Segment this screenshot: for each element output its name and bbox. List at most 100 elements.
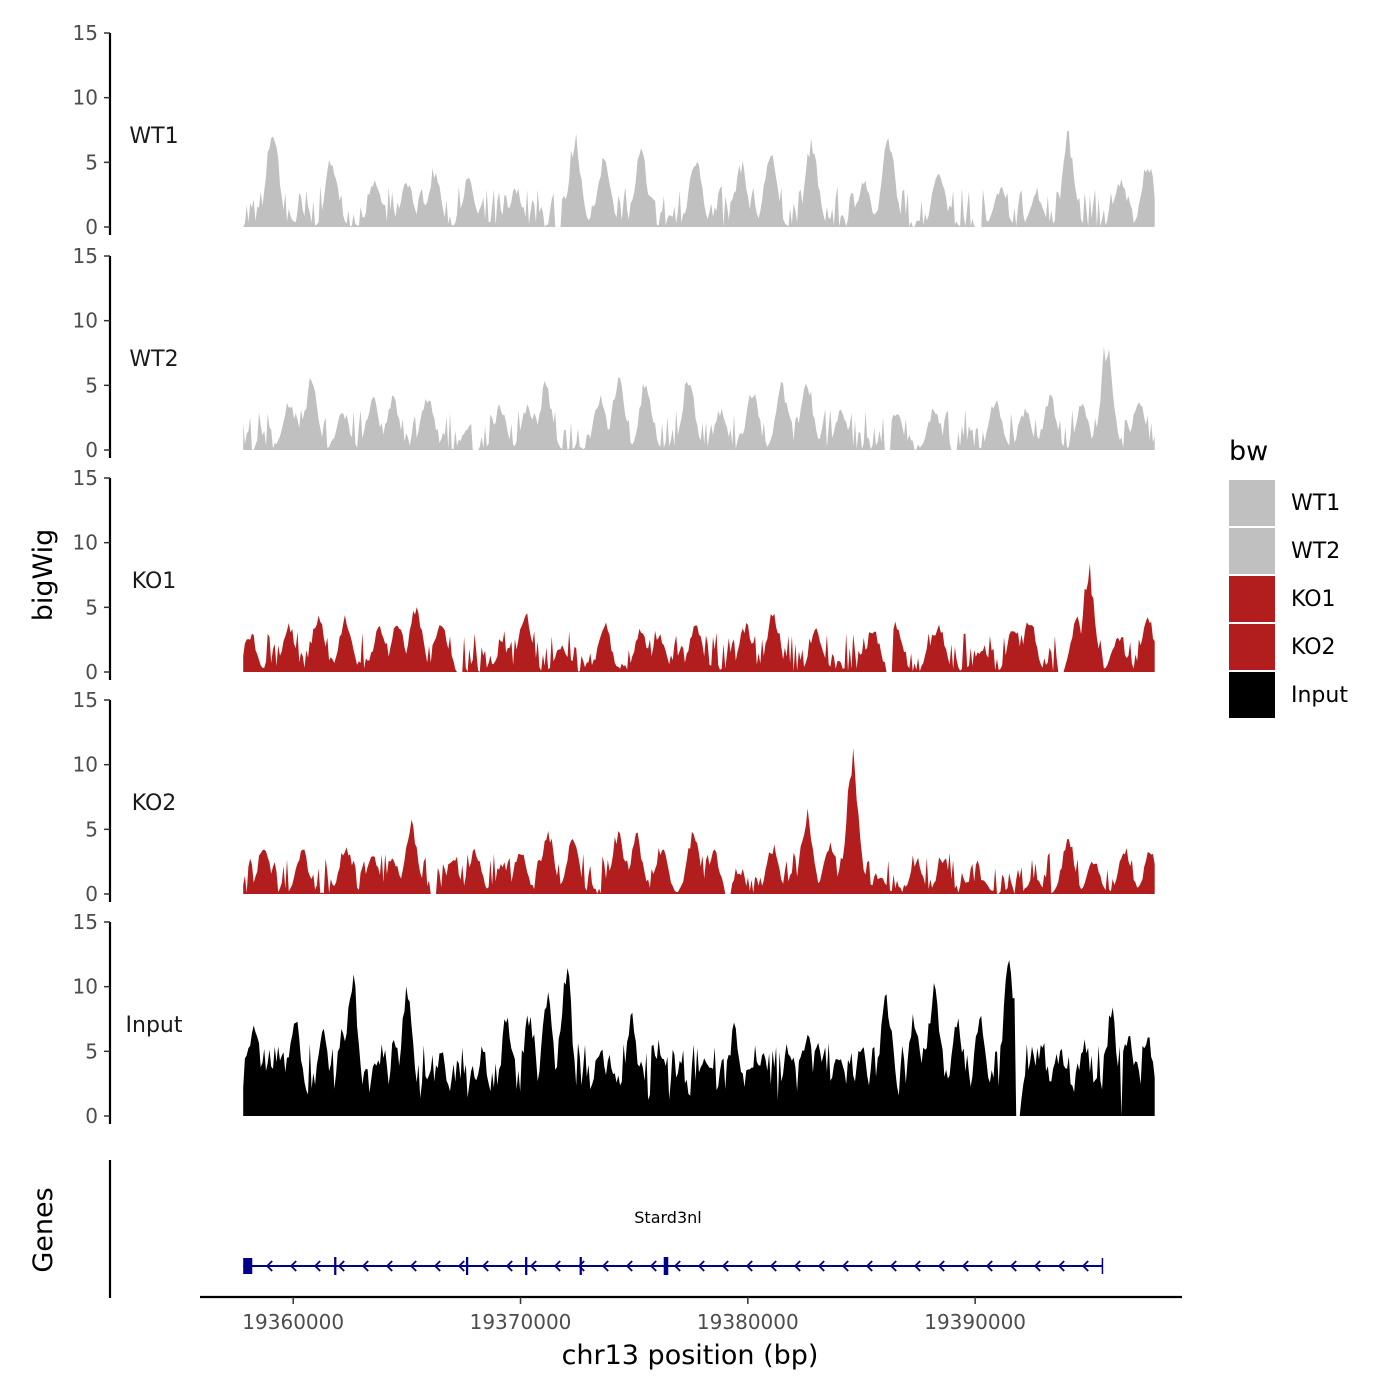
strand-arrow xyxy=(649,1260,657,1272)
area-ko2 xyxy=(243,748,1155,894)
gene-panel: Stard3nl xyxy=(108,1160,1104,1298)
y-tick-label: 5 xyxy=(85,373,98,397)
x-axis: 19360000 19370000 19380000 19390000 xyxy=(200,1295,1182,1334)
y-tick-label: 5 xyxy=(85,150,98,174)
track-input: 0 5 10 15 Input xyxy=(73,910,1155,1128)
area-ko1 xyxy=(243,563,1155,672)
area-wt1 xyxy=(243,130,1155,227)
legend-key-input xyxy=(1229,672,1275,718)
strand-arrow xyxy=(673,1260,681,1272)
strand-arrow xyxy=(697,1260,705,1272)
x-tick-label: 19380000 xyxy=(697,1310,799,1334)
track-ko2: 0 5 10 15 KO2 xyxy=(73,688,1155,906)
strand-arrow xyxy=(1081,1260,1089,1272)
strand-arrow xyxy=(625,1260,633,1272)
track-label: KO1 xyxy=(132,569,177,594)
x-tick-label: 19370000 xyxy=(470,1310,572,1334)
track-label: Input xyxy=(126,1013,183,1038)
y-tick-label: 5 xyxy=(85,1039,98,1063)
legend-key-ko2 xyxy=(1229,624,1275,670)
legend-label-wt2: WT2 xyxy=(1291,539,1340,564)
area-input xyxy=(243,960,1155,1116)
strand-arrow xyxy=(337,1260,345,1272)
strand-arrow xyxy=(553,1260,561,1272)
exon xyxy=(465,1257,469,1275)
y-tick-label: 10 xyxy=(73,753,98,777)
legend: bw WT1 WT2 KO1 KO2 Input xyxy=(1229,436,1348,718)
y-tick-label: 0 xyxy=(85,438,98,462)
bigwig-tracks: 0 5 10 15 WT1 0 5 10 15 WT2 0 5 10 15 KO1 0 5 10 15 KO2 0 5 10… xyxy=(73,21,1155,1128)
strand-arrow xyxy=(385,1260,393,1272)
strand-arrow xyxy=(817,1260,825,1272)
strand-arrow xyxy=(505,1260,513,1272)
y-tick-label: 15 xyxy=(73,244,98,268)
x-axis-title: chr13 position (bp) xyxy=(562,1340,819,1371)
x-tick-label: 19390000 xyxy=(924,1310,1026,1334)
track-label: WT2 xyxy=(129,347,178,372)
y-tick-label: 0 xyxy=(85,215,98,239)
track-label: KO2 xyxy=(132,791,177,816)
strand-arrow xyxy=(745,1260,753,1272)
strand-arrow xyxy=(865,1260,873,1272)
y-tick-label: 15 xyxy=(73,466,98,490)
y-tick-label: 15 xyxy=(73,688,98,712)
legend-label-wt1: WT1 xyxy=(1291,491,1340,516)
strand-arrow xyxy=(529,1260,537,1272)
strand-arrow xyxy=(769,1260,777,1272)
strand-arrow xyxy=(1057,1260,1065,1272)
exon xyxy=(243,1258,253,1274)
strand-arrow xyxy=(433,1260,441,1272)
strand-arrow xyxy=(961,1260,969,1272)
strand-arrow xyxy=(721,1260,729,1272)
strand-arrow xyxy=(1033,1260,1041,1272)
y-axis-title: bigWig xyxy=(28,529,59,622)
y-tick-label: 0 xyxy=(85,660,98,684)
y-tick-label: 0 xyxy=(85,1104,98,1128)
y-tick-label: 15 xyxy=(73,910,98,934)
legend-key-wt2 xyxy=(1229,528,1275,574)
exon xyxy=(525,1257,528,1275)
strand-arrow xyxy=(985,1260,993,1272)
strand-arrow xyxy=(841,1260,849,1272)
strand-arrow xyxy=(577,1260,585,1272)
strand-arrow xyxy=(313,1260,321,1272)
y-tick-label: 0 xyxy=(85,882,98,906)
genes-axis-title: Genes xyxy=(28,1187,59,1272)
strand-arrow xyxy=(457,1260,465,1272)
strand-arrow xyxy=(937,1260,945,1272)
track-label: WT1 xyxy=(129,124,178,149)
y-tick-label: 5 xyxy=(85,595,98,619)
exon xyxy=(334,1257,337,1275)
track-wt1: 0 5 10 15 WT1 xyxy=(73,21,1155,239)
track-wt2: 0 5 10 15 WT2 xyxy=(73,244,1155,462)
y-tick-label: 10 xyxy=(73,86,98,110)
exon xyxy=(663,1257,669,1275)
strand-arrow xyxy=(913,1260,921,1272)
gene-name: Stard3nl xyxy=(634,1208,701,1227)
legend-key-ko1 xyxy=(1229,576,1275,622)
strand-arrow xyxy=(793,1260,801,1272)
legend-label-ko2: KO2 xyxy=(1291,635,1336,660)
strand-arrow xyxy=(601,1260,609,1272)
area-wt2 xyxy=(243,346,1155,450)
strand-arrow xyxy=(361,1260,369,1272)
y-tick-label: 15 xyxy=(73,21,98,45)
legend-label-input: Input xyxy=(1291,683,1348,708)
y-tick-label: 10 xyxy=(73,975,98,999)
strand-arrow xyxy=(889,1260,897,1272)
exon xyxy=(579,1257,582,1275)
y-tick-label: 5 xyxy=(85,817,98,841)
x-tick-label: 19360000 xyxy=(242,1310,344,1334)
strand-arrow xyxy=(265,1260,273,1272)
strand-arrow xyxy=(481,1260,489,1272)
legend-key-wt1 xyxy=(1229,480,1275,526)
track-ko1: 0 5 10 15 KO1 xyxy=(73,466,1155,684)
y-tick-label: 10 xyxy=(73,309,98,333)
strand-arrow xyxy=(409,1260,417,1272)
strand-arrow xyxy=(289,1260,297,1272)
y-tick-label: 10 xyxy=(73,531,98,555)
legend-label-ko1: KO1 xyxy=(1291,587,1336,612)
legend-title: bw xyxy=(1229,436,1268,467)
strand-arrow xyxy=(1009,1260,1017,1272)
